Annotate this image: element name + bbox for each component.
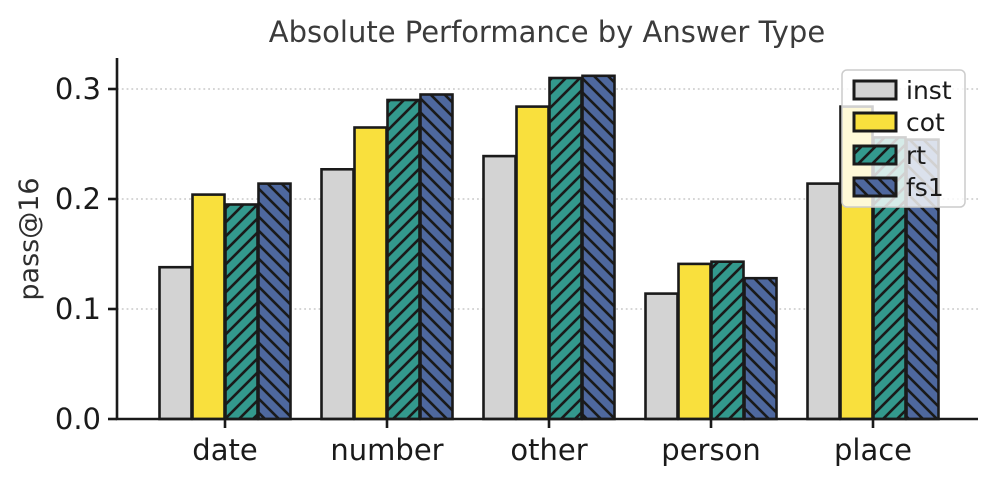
bar-fill-other-inst — [483, 156, 516, 419]
legend-swatch-fs1-hatch — [852, 176, 898, 198]
x-tick-label-person: person — [661, 433, 760, 467]
x-tick-label-number: number — [330, 433, 443, 467]
bar-person-rt — [710, 260, 745, 421]
bar-fill-number-cot — [354, 127, 387, 419]
legend-swatch-inst — [852, 79, 898, 101]
legend-box — [841, 69, 966, 208]
bar-date-inst — [158, 265, 193, 421]
bar-fill-place-inst — [807, 183, 840, 419]
legend-item-inst: inst — [852, 76, 952, 105]
bar-number-fs1 — [419, 93, 454, 421]
x-tick-label-date: date — [192, 433, 257, 467]
bar-hatch-date-rt — [225, 204, 258, 419]
bar-hatch-date-fs1 — [258, 183, 291, 419]
bar-date-cot — [191, 193, 226, 421]
bar-fill-person-cot — [678, 263, 711, 419]
axis-layer: 0.0 0.1 0.2 0.3 date number other person place — [55, 58, 978, 467]
bar-fill-other-cot — [516, 106, 549, 419]
legend-swatch-cot — [852, 111, 898, 133]
legend-item-fs1: fs1 — [852, 173, 944, 202]
legend-item-rt: rt — [852, 141, 926, 170]
legend-label-cot: cot — [906, 108, 945, 137]
bar-hatch-number-fs1 — [420, 94, 453, 419]
bar-hatch-person-rt — [711, 261, 744, 419]
legend-label-rt: rt — [906, 141, 926, 170]
bar-date-fs1 — [257, 182, 292, 421]
y-tick-label-0.3: 0.3 — [55, 72, 101, 106]
chart-title: Absolute Performance by Answer Type — [269, 15, 825, 49]
bar-person-cot — [677, 262, 712, 421]
bar-hatch-person-fs1 — [744, 278, 777, 419]
bar-fill-person-inst — [645, 293, 678, 419]
bar-person-inst — [644, 292, 679, 421]
y-tick-label-0: 0.0 — [55, 402, 101, 436]
bar-other-cot — [515, 105, 550, 421]
bar-hatch-number-rt — [387, 100, 420, 419]
bar-date-rt — [224, 203, 259, 421]
bar-number-rt — [386, 98, 421, 421]
legend-swatch-rt-hatch — [852, 144, 898, 166]
y-tick-label-0.1: 0.1 — [55, 292, 101, 326]
legend-label-fs1: fs1 — [906, 173, 944, 202]
bar-other-rt — [548, 76, 583, 421]
x-tick-label-other: other — [510, 433, 587, 467]
bar-number-cot — [353, 126, 388, 421]
y-tick-label-0.2: 0.2 — [55, 182, 101, 216]
bars-layer — [158, 74, 940, 421]
bar-hatch-other-rt — [549, 78, 582, 419]
bar-number-inst — [320, 168, 355, 421]
legend: inst cot rt fs1 — [841, 69, 966, 208]
x-tick-label-place: place — [834, 433, 912, 467]
bar-other-fs1 — [581, 74, 616, 421]
bar-fill-date-inst — [159, 267, 192, 419]
legend-item-cot: cot — [852, 108, 945, 137]
bar-fill-number-inst — [321, 169, 354, 419]
bar-fill-date-cot — [192, 194, 225, 419]
bar-person-fs1 — [743, 276, 778, 421]
legend-label-inst: inst — [906, 76, 952, 105]
bar-other-inst — [482, 154, 517, 421]
bar-place-inst — [806, 182, 841, 421]
y-axis-label: pass@16 — [14, 177, 45, 300]
bar-hatch-other-fs1 — [582, 75, 615, 420]
